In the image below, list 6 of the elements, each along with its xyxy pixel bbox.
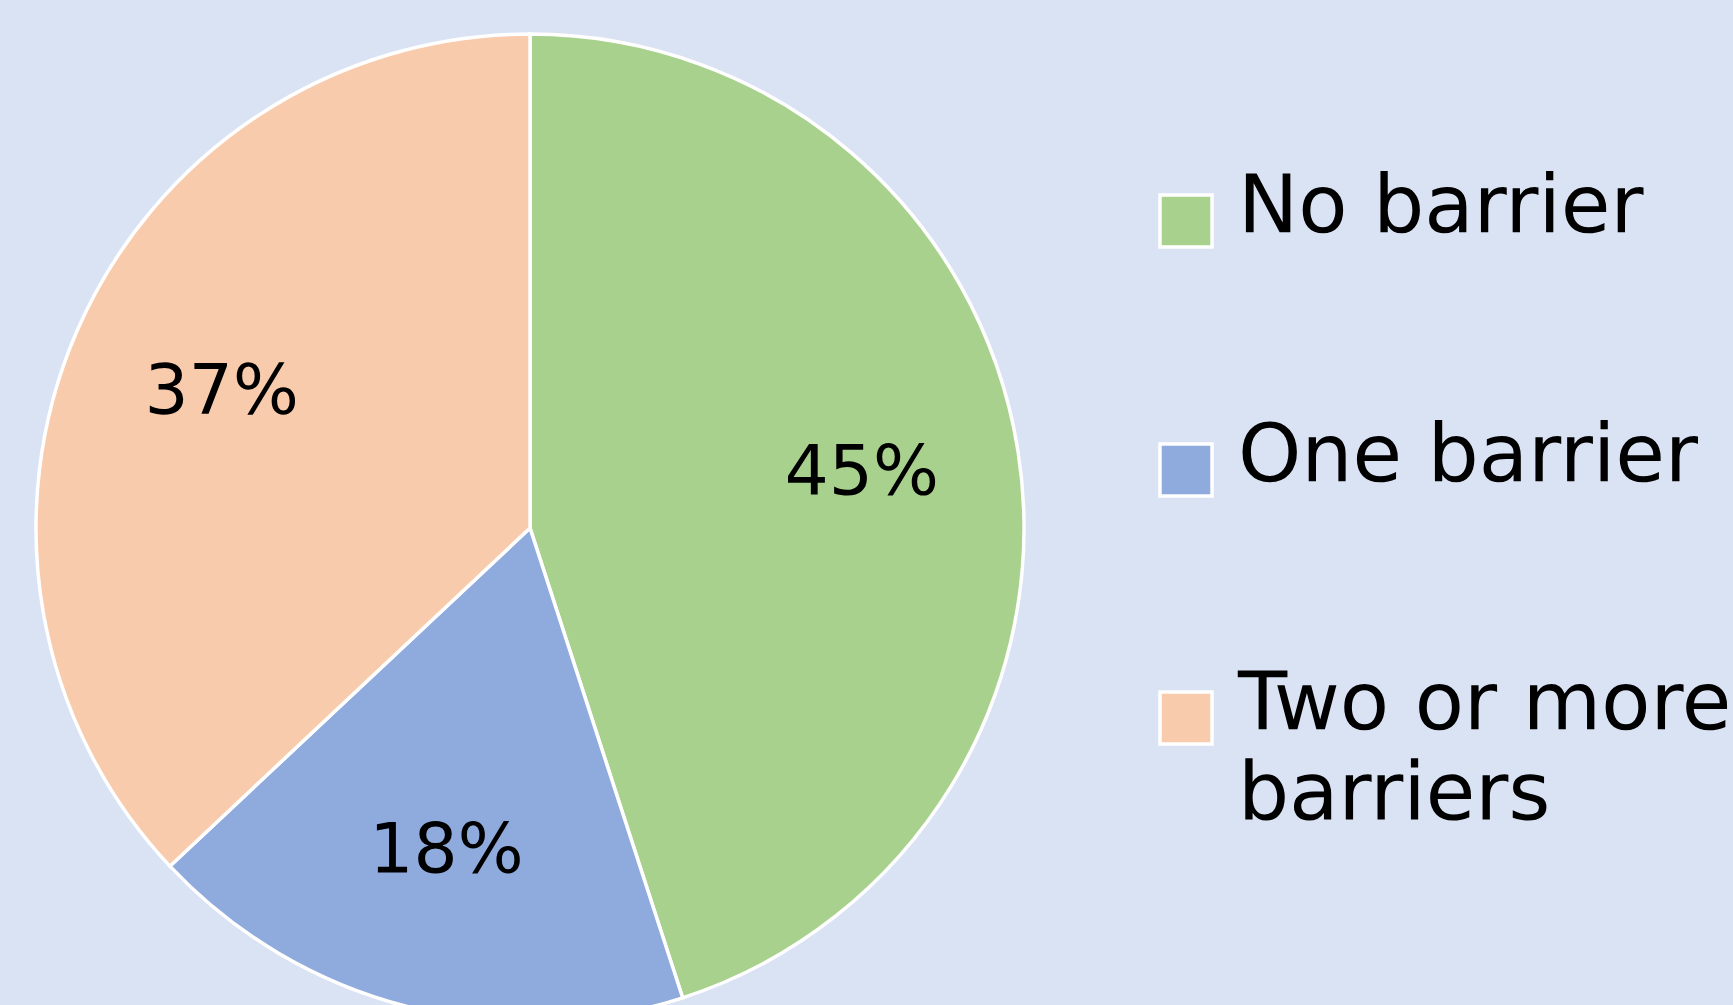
data-label: 45% <box>788 443 936 496</box>
legend-label: Two or more barriers <box>1237 670 1728 821</box>
data-label: 37% <box>149 362 296 415</box>
legend-label: One barrier <box>1242 420 1699 483</box>
legend-label: No barrier <box>1245 171 1644 234</box>
data-label: 18% <box>376 820 520 874</box>
